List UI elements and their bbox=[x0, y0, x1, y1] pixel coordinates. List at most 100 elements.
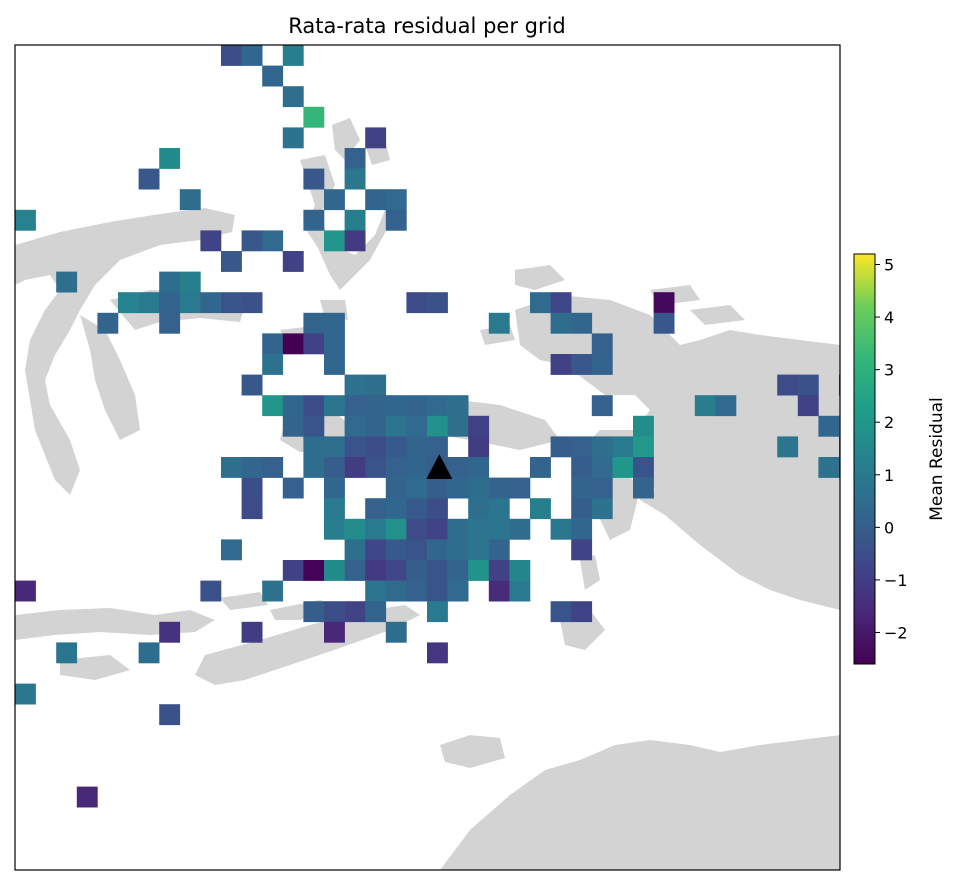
residual-cell bbox=[571, 354, 593, 375]
residual-cell bbox=[385, 498, 407, 520]
residual-cell bbox=[571, 498, 593, 520]
residual-cell bbox=[385, 209, 407, 231]
residual-cell bbox=[427, 518, 448, 540]
residual-cell bbox=[221, 457, 242, 478]
residual-cell bbox=[241, 374, 263, 396]
residual-cell bbox=[385, 395, 407, 417]
residual-cell bbox=[385, 539, 407, 561]
residual-cell bbox=[385, 436, 407, 458]
residual-cell bbox=[324, 312, 345, 334]
residual-cell bbox=[324, 457, 345, 478]
residual-cell bbox=[324, 354, 345, 375]
residual-cell bbox=[571, 539, 593, 561]
colorbar-tick-label: −2 bbox=[884, 623, 908, 642]
residual-cell bbox=[633, 457, 654, 478]
residual-cell bbox=[530, 498, 551, 520]
residual-cell bbox=[385, 580, 407, 602]
residual-cell bbox=[159, 148, 181, 169]
residual-cell bbox=[159, 312, 181, 334]
residual-cell bbox=[571, 601, 593, 623]
residual-cell bbox=[591, 477, 613, 499]
residual-cell bbox=[344, 415, 366, 437]
residual-cell bbox=[221, 292, 242, 314]
residual-cell bbox=[447, 395, 469, 417]
residual-cell bbox=[406, 415, 428, 437]
residual-cell bbox=[324, 477, 345, 499]
residual-cell bbox=[385, 560, 407, 581]
residual-cell bbox=[488, 580, 510, 602]
residual-cell bbox=[324, 230, 345, 252]
residual-cell bbox=[282, 45, 304, 66]
residual-cell bbox=[715, 395, 737, 417]
residual-cell bbox=[365, 395, 387, 417]
residual-cell bbox=[406, 518, 428, 540]
residual-cell bbox=[179, 292, 201, 314]
residual-cell bbox=[365, 436, 387, 458]
residual-cell bbox=[447, 560, 469, 581]
residual-cell bbox=[303, 106, 325, 128]
residual-cell bbox=[241, 292, 263, 314]
land-sumba bbox=[60, 655, 130, 680]
residual-cell bbox=[303, 395, 325, 417]
colorbar: −2 −1 0 1 2 3 4 5 Mean Residual bbox=[853, 253, 947, 665]
residual-cell bbox=[200, 230, 222, 252]
colorbar-tick-label: 1 bbox=[884, 466, 894, 485]
residual-cell bbox=[15, 683, 36, 705]
land-alor bbox=[220, 592, 268, 610]
residual-cell bbox=[530, 292, 551, 314]
land-sulawesi-se bbox=[80, 315, 140, 440]
residual-cell bbox=[468, 477, 490, 499]
residual-cell bbox=[427, 498, 448, 520]
residual-cell bbox=[530, 457, 551, 478]
residual-cell bbox=[488, 312, 510, 334]
residual-cell bbox=[550, 436, 572, 458]
residual-cell bbox=[324, 560, 345, 581]
residual-cell bbox=[241, 621, 263, 643]
colorbar-tick-label: 0 bbox=[884, 518, 894, 537]
residual-cell bbox=[56, 642, 78, 664]
residual-cell bbox=[262, 395, 284, 417]
residual-cell bbox=[282, 86, 304, 108]
residual-cell bbox=[612, 457, 634, 478]
residual-cell bbox=[344, 539, 366, 561]
residual-cell bbox=[509, 477, 531, 499]
residual-cell bbox=[509, 518, 531, 540]
colorbar-tick-label: 3 bbox=[884, 361, 894, 380]
residual-cell bbox=[262, 457, 284, 478]
residual-cell bbox=[571, 436, 593, 458]
residual-cell bbox=[241, 230, 263, 252]
residual-cell bbox=[138, 292, 160, 314]
land-kei bbox=[580, 555, 600, 590]
residual-cell bbox=[406, 539, 428, 561]
residual-cell bbox=[550, 292, 572, 314]
residual-cell bbox=[365, 189, 387, 211]
residual-cell bbox=[159, 704, 181, 726]
residual-cell bbox=[324, 436, 345, 458]
colorbar-tick-label: 4 bbox=[884, 308, 894, 327]
residual-cell bbox=[282, 395, 304, 417]
land-groote bbox=[700, 780, 740, 810]
residual-cell bbox=[241, 457, 263, 478]
residual-cell bbox=[406, 457, 428, 478]
residual-cell bbox=[159, 292, 181, 314]
land-australia bbox=[440, 735, 840, 870]
residual-cell bbox=[427, 477, 448, 499]
residual-cell bbox=[427, 560, 448, 581]
residual-cell bbox=[797, 374, 819, 396]
land-yapen bbox=[690, 305, 745, 325]
colorbar-ticks: −2 −1 0 1 2 3 4 5 bbox=[875, 256, 908, 642]
residual-cell bbox=[303, 209, 325, 231]
residual-cell bbox=[303, 560, 325, 581]
residual-cell bbox=[303, 415, 325, 437]
residual-cell bbox=[385, 189, 407, 211]
residual-cell bbox=[427, 436, 448, 458]
residual-cell bbox=[159, 621, 181, 643]
residual-cell bbox=[550, 312, 572, 334]
residual-cell bbox=[653, 312, 675, 334]
residual-cell bbox=[200, 580, 222, 602]
residual-cell bbox=[282, 415, 304, 437]
residual-cell bbox=[241, 45, 263, 66]
residual-cell bbox=[221, 251, 242, 272]
